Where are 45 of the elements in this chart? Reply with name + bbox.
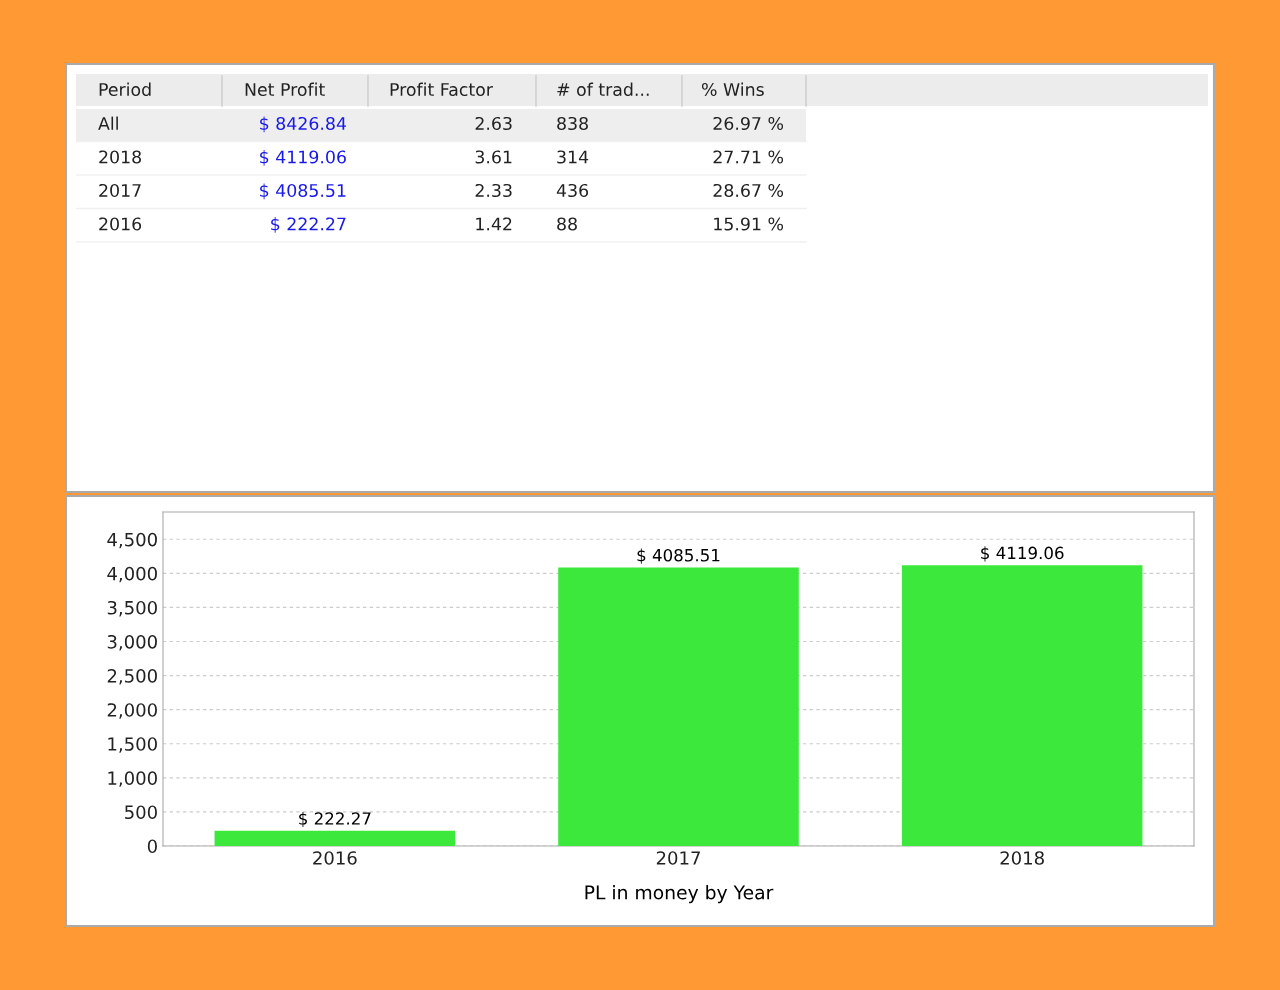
x-tick-label: 2018 [1000,851,1044,865]
y-tick-label: 4,500 [107,532,157,549]
text: $ 4119.06 [260,150,346,166]
text: All [98,116,118,130]
category-label: Period [99,82,151,97]
text: 28.67 % [713,183,784,198]
data-label: $ 4119.06 [981,546,1064,562]
y-tick-label: 2,000 [107,703,157,719]
bar [214,830,456,846]
y-tick-label: 3,000 [107,634,157,651]
y-tick-label: 3,500 [107,600,157,617]
text: 88 [557,217,577,231]
y-tick-label: 1,500 [108,737,157,753]
y-tick-label: 4,000 [107,566,157,583]
y-tick-label: 0 [147,839,157,854]
category-label: Profit Factor [390,82,493,97]
bar [558,567,799,846]
text: 2017 [99,183,141,198]
x-tick-label: 2017 [656,851,700,865]
x-tick-label: 2016 [313,851,357,865]
category-label: Net Profit [245,82,325,97]
y-tick-label: 2,500 [107,669,157,685]
text: 838 [557,116,588,131]
category-label: # of trad... [557,82,649,97]
text: 314 [557,150,589,164]
text: 2.63 [475,116,512,131]
y-tick-label: 500 [125,805,157,820]
text: 27.71 % [713,150,784,164]
category-label: % Wins [701,82,764,97]
x-axis-title: PL in money by Year [585,885,774,904]
data-label: $ 4085.51 [637,548,720,564]
text: 436 [556,183,589,198]
text: 2016 [99,217,142,231]
text: 2018 [99,150,141,164]
text: 15.91 % [714,217,784,231]
text: 1.42 [476,217,512,231]
data-label: $ 222.27 [299,811,371,828]
text: $ 4085.51 [260,183,346,200]
text: 3.61 [475,150,512,164]
text: $ 8426.84 [260,116,347,133]
y-tick-label: 1,000 [108,771,157,787]
bar [901,565,1143,846]
text: 2.33 [475,183,512,198]
text: 26.97 % [713,116,784,131]
text: $ 222.27 [271,217,346,233]
